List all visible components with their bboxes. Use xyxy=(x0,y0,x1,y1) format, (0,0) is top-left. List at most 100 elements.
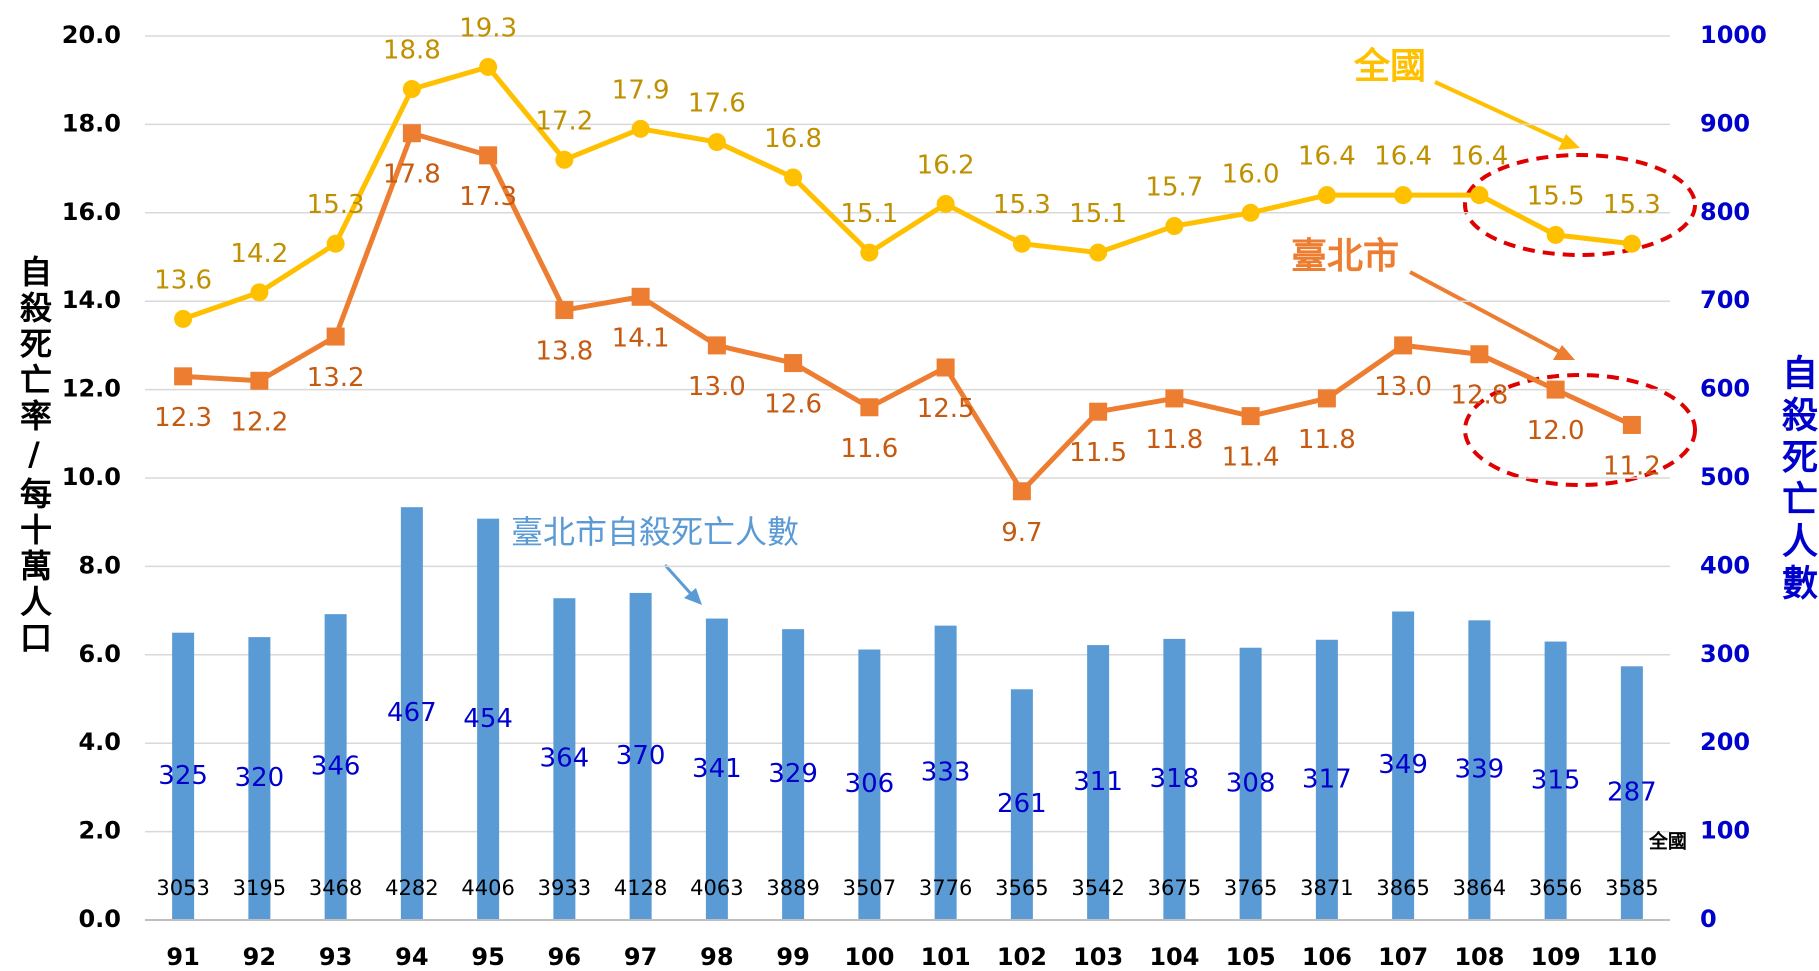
point xyxy=(1317,389,1336,408)
y2-tick-label: 200 xyxy=(1700,728,1750,756)
bar xyxy=(324,614,347,920)
x-tick-label: 95 xyxy=(471,943,504,971)
bar xyxy=(705,618,728,920)
national-count: 3585 xyxy=(1605,876,1658,900)
point-label: 15.1 xyxy=(840,199,898,229)
point xyxy=(250,283,269,302)
point-label: 12.6 xyxy=(764,390,822,420)
point-label: 15.3 xyxy=(993,190,1051,220)
point xyxy=(479,57,498,76)
y-tick-label: 12.0 xyxy=(62,375,121,403)
point-label: 12.0 xyxy=(1527,416,1585,446)
national-count: 3765 xyxy=(1224,876,1277,900)
point-label: 15.5 xyxy=(1527,181,1585,211)
point-label: 17.2 xyxy=(535,106,593,136)
line xyxy=(182,130,1633,496)
point-label: 13.0 xyxy=(1374,372,1432,402)
national-count: 3468 xyxy=(309,876,362,900)
bar xyxy=(1468,620,1491,920)
y-tick-label: 0.0 xyxy=(78,905,121,933)
bar xyxy=(1163,638,1186,920)
y-tick-label: 4.0 xyxy=(78,728,121,756)
highlight xyxy=(1463,153,1697,257)
point-label: 12.3 xyxy=(154,403,212,433)
point xyxy=(174,309,193,328)
y2-tick-label: 300 xyxy=(1700,640,1750,668)
bar xyxy=(1087,645,1110,920)
point-label: 17.8 xyxy=(383,160,441,190)
point xyxy=(555,301,574,320)
national-count: 3507 xyxy=(843,876,896,900)
bar xyxy=(248,637,271,920)
point xyxy=(326,234,345,253)
x-tick-label: 109 xyxy=(1531,943,1581,971)
x-tick-label: 107 xyxy=(1378,943,1428,971)
x-tick-label: 92 xyxy=(243,943,276,971)
bar-label: 261 xyxy=(997,789,1047,819)
point xyxy=(1546,225,1565,244)
y-tick-label: 10.0 xyxy=(62,463,121,491)
y2-tick-label: 400 xyxy=(1700,551,1750,579)
national-count: 3675 xyxy=(1148,876,1201,900)
point-label: 9.7 xyxy=(1001,518,1042,548)
point xyxy=(1394,336,1413,355)
point-label: 14.2 xyxy=(230,239,288,269)
point xyxy=(479,146,498,165)
point xyxy=(860,398,879,417)
x-tick-label: 105 xyxy=(1226,943,1276,971)
point-label: 11.8 xyxy=(1298,425,1356,455)
bar-label: 349 xyxy=(1378,750,1428,780)
point xyxy=(402,124,421,143)
point-label: 17.3 xyxy=(459,182,517,212)
y2-tick-label: 900 xyxy=(1700,109,1750,137)
y2-tick-label: 800 xyxy=(1700,198,1750,226)
point xyxy=(1012,482,1031,501)
national-count: 3865 xyxy=(1376,876,1429,900)
bar xyxy=(1620,666,1643,920)
point xyxy=(1622,415,1641,434)
bar xyxy=(1010,689,1033,920)
bar xyxy=(553,598,576,920)
national-count: 3889 xyxy=(766,876,819,900)
highlight xyxy=(1463,373,1697,487)
bar xyxy=(1315,639,1338,920)
y-axis-label: 自殺死亡率/每十萬人口 xyxy=(15,255,53,657)
point-label: 15.1 xyxy=(1069,199,1127,229)
bar xyxy=(782,629,805,920)
point xyxy=(326,327,345,346)
y-tick-label: 18.0 xyxy=(62,109,121,137)
point xyxy=(1470,345,1489,364)
point-label: 15.3 xyxy=(1603,190,1661,220)
point-label: 12.8 xyxy=(1450,381,1508,411)
annotation: 臺北市 xyxy=(1291,236,1399,277)
point-label: 18.8 xyxy=(383,36,441,66)
bar-label: 320 xyxy=(235,763,285,793)
x-tick-label: 96 xyxy=(548,943,581,971)
national-count: 4063 xyxy=(690,876,743,900)
point xyxy=(1470,186,1489,205)
national-count: 3565 xyxy=(995,876,1048,900)
bar-label: 315 xyxy=(1531,765,1581,795)
point-label: 16.0 xyxy=(1222,159,1280,189)
bar xyxy=(934,625,957,920)
bar xyxy=(629,592,652,920)
y-tick-label: 2.0 xyxy=(78,817,121,845)
national-count-label: 全國 xyxy=(1648,830,1687,853)
y2-tick-label: 500 xyxy=(1700,463,1750,491)
bar-label: 317 xyxy=(1302,764,1352,794)
bar xyxy=(1544,641,1567,920)
point-label: 17.9 xyxy=(612,75,670,105)
x-tick-label: 94 xyxy=(395,943,428,971)
point-label: 13.0 xyxy=(688,372,746,402)
national-count: 3195 xyxy=(233,876,286,900)
y2-tick-label: 600 xyxy=(1700,375,1750,403)
bar-label: 339 xyxy=(1455,755,1505,785)
y2-tick-label: 0 xyxy=(1700,905,1717,933)
point xyxy=(555,150,574,169)
y2-tick-label: 700 xyxy=(1700,286,1750,314)
point xyxy=(1089,243,1108,262)
point xyxy=(1089,402,1108,421)
national-count: 3776 xyxy=(919,876,972,900)
point-label: 17.6 xyxy=(688,89,746,119)
bar xyxy=(1392,611,1415,920)
